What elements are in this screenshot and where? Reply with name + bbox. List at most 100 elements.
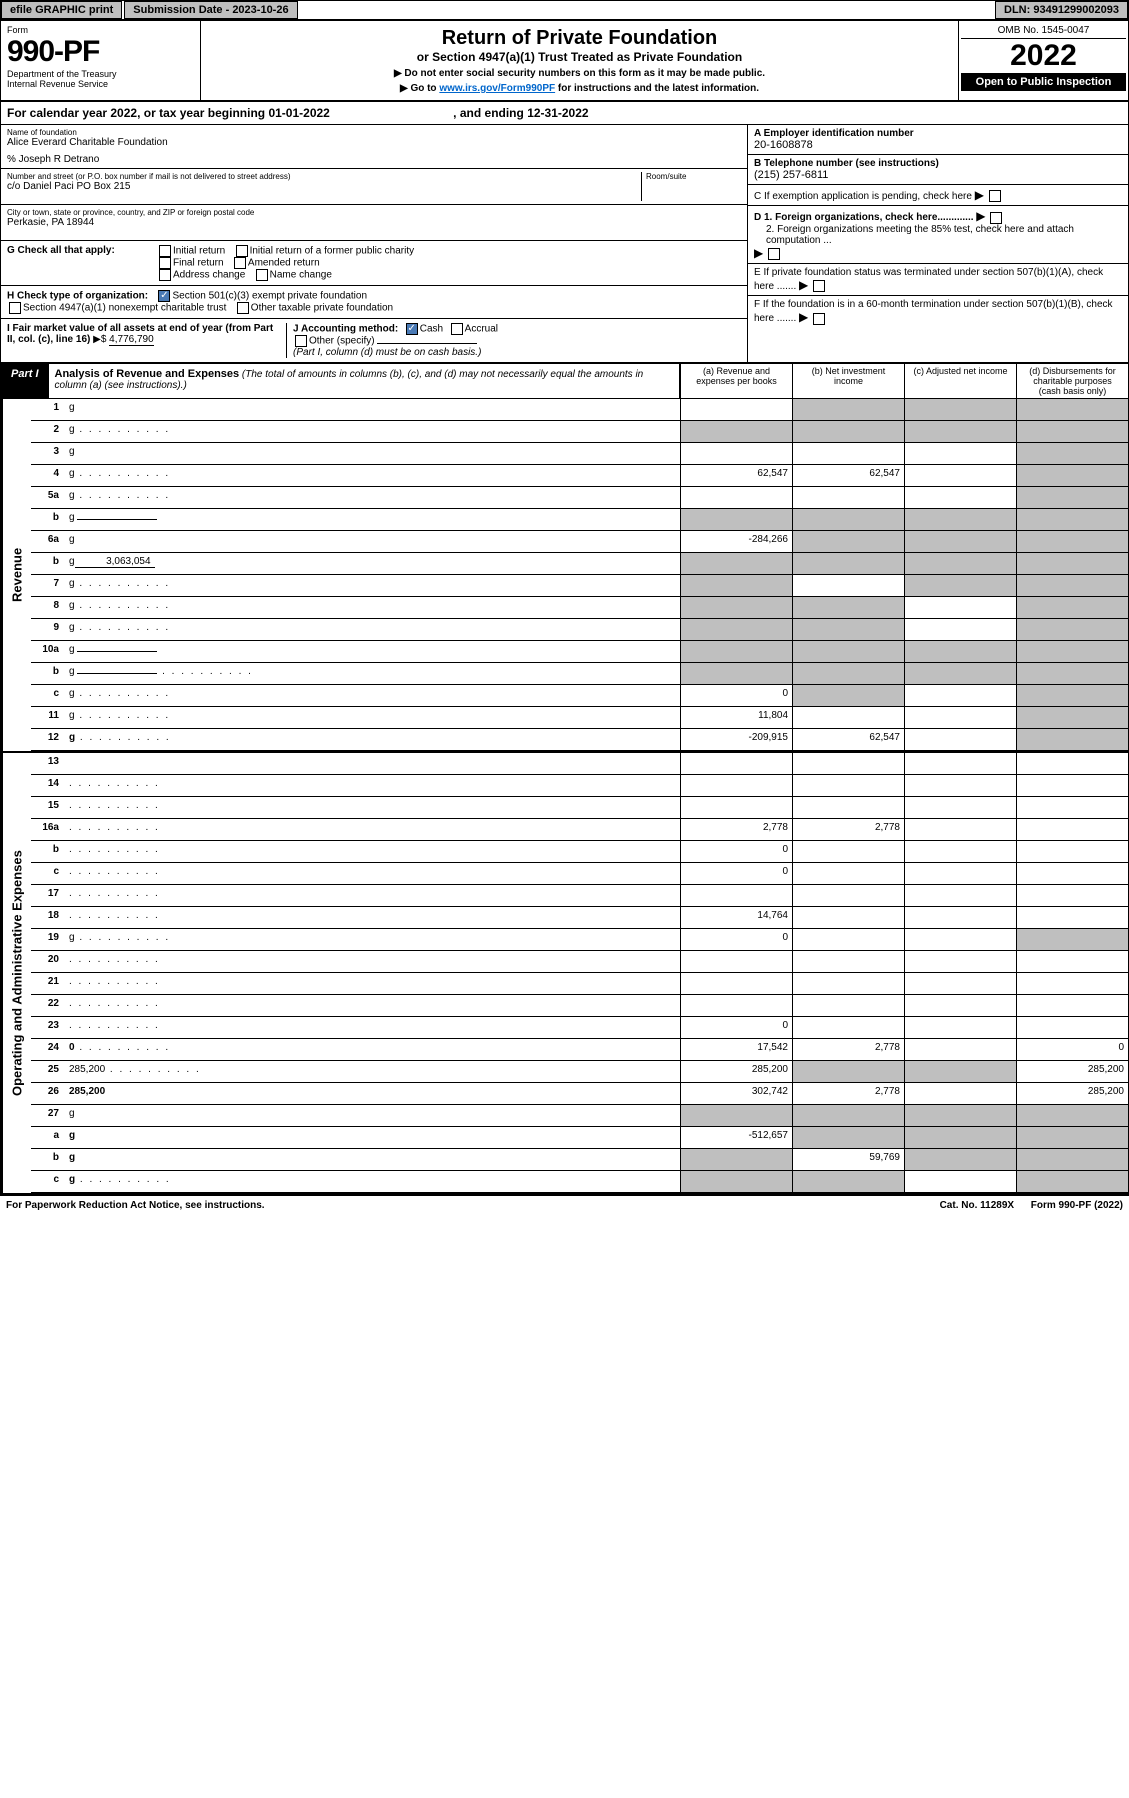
line-number: 5a xyxy=(31,487,65,508)
table-cell: -512,657 xyxy=(680,1127,792,1148)
name-change-checkbox[interactable] xyxy=(256,269,268,281)
form-link[interactable]: www.irs.gov/Form990PF xyxy=(439,83,555,94)
line-number: b xyxy=(31,1149,65,1170)
table-cell xyxy=(1016,531,1128,552)
line-number: 14 xyxy=(31,775,65,796)
accrual-checkbox[interactable] xyxy=(451,323,463,335)
table-cell xyxy=(904,753,1016,774)
table-cell xyxy=(792,487,904,508)
table-row: 15 xyxy=(31,797,1128,819)
table-row: 6ag-284,266 xyxy=(31,531,1128,553)
table-cell xyxy=(904,951,1016,972)
table-cell xyxy=(1016,641,1128,662)
table-cell xyxy=(680,443,792,464)
table-cell: 2,778 xyxy=(792,1039,904,1060)
table-cell xyxy=(680,775,792,796)
table-cell xyxy=(680,973,792,994)
table-cell xyxy=(904,685,1016,706)
h-other-checkbox[interactable] xyxy=(237,302,249,314)
ein-cell: A Employer identification number 20-1608… xyxy=(748,125,1128,155)
table-cell xyxy=(904,929,1016,950)
h-501c3-checkbox[interactable] xyxy=(158,290,170,302)
d-cell: D 1. Foreign organizations, check here..… xyxy=(748,206,1128,264)
table-cell: 285,200 xyxy=(1016,1061,1128,1082)
table-cell xyxy=(792,1017,904,1038)
table-row: 10ag xyxy=(31,641,1128,663)
submission-date: Submission Date - 2023-10-26 xyxy=(124,1,297,19)
line-description: g xyxy=(65,929,680,950)
form-title: Return of Private Foundation xyxy=(207,27,952,50)
h-check-row: H Check type of organization: Section 50… xyxy=(1,286,747,319)
table-cell: 14,764 xyxy=(680,907,792,928)
table-cell xyxy=(904,907,1016,928)
table-cell: 62,547 xyxy=(792,729,904,750)
amended-return-checkbox[interactable] xyxy=(234,257,246,269)
table-row: 4g62,54762,547 xyxy=(31,465,1128,487)
table-cell xyxy=(904,399,1016,420)
line-number: b xyxy=(31,663,65,684)
foreign-85-checkbox[interactable] xyxy=(768,248,780,260)
h-4947-checkbox[interactable] xyxy=(9,302,21,314)
table-cell: 0 xyxy=(680,1017,792,1038)
other-method-checkbox[interactable] xyxy=(295,335,307,347)
table-cell: 0 xyxy=(680,841,792,862)
line-number: a xyxy=(31,1127,65,1148)
table-cell xyxy=(904,863,1016,884)
table-cell xyxy=(680,951,792,972)
table-row: ag-512,657 xyxy=(31,1127,1128,1149)
instr-1: ▶ Do not enter social security numbers o… xyxy=(207,68,952,79)
table-cell xyxy=(904,553,1016,574)
address-change-checkbox[interactable] xyxy=(159,269,171,281)
table-row: bg xyxy=(31,663,1128,685)
table-row: 3g xyxy=(31,443,1128,465)
line-description: 0 xyxy=(65,1039,680,1060)
table-cell xyxy=(1016,465,1128,486)
line-description: 285,200 xyxy=(65,1083,680,1104)
table-cell xyxy=(680,487,792,508)
initial-return-former-checkbox[interactable] xyxy=(236,245,248,257)
line-description: g xyxy=(65,465,680,486)
line-number: b xyxy=(31,509,65,530)
table-cell xyxy=(792,509,904,530)
line-description xyxy=(65,973,680,994)
table-cell xyxy=(1016,707,1128,728)
table-row: 5ag xyxy=(31,487,1128,509)
table-cell xyxy=(1016,1017,1128,1038)
line-description: g xyxy=(65,707,680,728)
open-inspection: Open to Public Inspection xyxy=(961,73,1126,91)
table-cell xyxy=(904,797,1016,818)
tax-year: 2022 xyxy=(961,39,1126,73)
efile-print-button[interactable]: efile GRAPHIC print xyxy=(1,1,122,19)
table-cell xyxy=(680,663,792,684)
table-cell xyxy=(904,663,1016,684)
table-row: 20 xyxy=(31,951,1128,973)
line-number: 27 xyxy=(31,1105,65,1126)
status-terminated-checkbox[interactable] xyxy=(813,280,825,292)
cash-checkbox[interactable] xyxy=(406,323,418,335)
line-description: g xyxy=(65,641,680,662)
table-cell xyxy=(1016,421,1128,442)
line-number: 2 xyxy=(31,421,65,442)
table-row: 22 xyxy=(31,995,1128,1017)
table-cell: 285,200 xyxy=(680,1061,792,1082)
form-label: Form xyxy=(7,25,194,35)
initial-return-checkbox[interactable] xyxy=(159,245,171,257)
foreign-org-checkbox[interactable] xyxy=(990,212,1002,224)
line-number: 23 xyxy=(31,1017,65,1038)
table-cell xyxy=(904,1083,1016,1104)
form-header: Form 990-PF Department of the Treasury I… xyxy=(1,21,1128,102)
60-month-checkbox[interactable] xyxy=(813,313,825,325)
table-cell xyxy=(1016,575,1128,596)
table-cell xyxy=(1016,775,1128,796)
col-c-header: (c) Adjusted net income xyxy=(904,364,1016,398)
table-cell xyxy=(904,1017,1016,1038)
final-return-checkbox[interactable] xyxy=(159,257,171,269)
table-cell xyxy=(792,929,904,950)
i-j-row: I Fair market value of all assets at end… xyxy=(1,319,747,362)
table-cell xyxy=(1016,1105,1128,1126)
exemption-pending-checkbox[interactable] xyxy=(989,190,1001,202)
omb-number: OMB No. 1545-0047 xyxy=(961,23,1126,39)
table-cell xyxy=(680,575,792,596)
part1-tab: Part I xyxy=(1,364,49,398)
line-number: 24 xyxy=(31,1039,65,1060)
